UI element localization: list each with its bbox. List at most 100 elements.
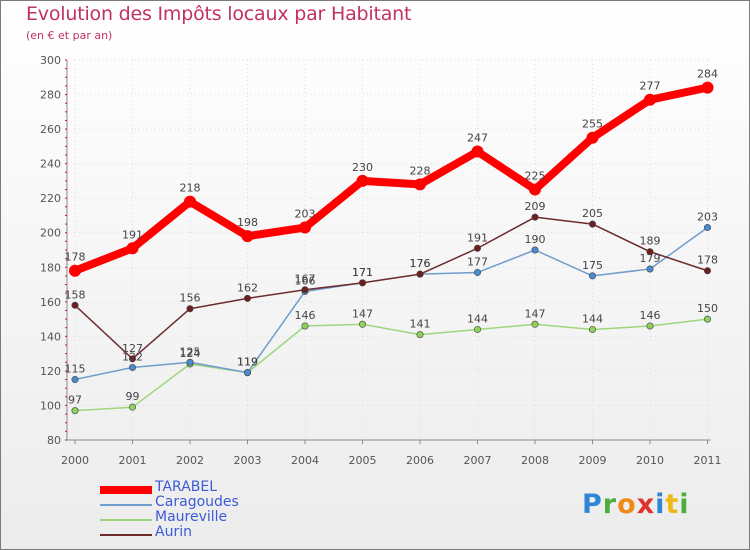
- data-label-aurin: 178: [697, 254, 718, 267]
- data-label-aurin: 191: [467, 231, 488, 244]
- x-tick-label: 2007: [464, 454, 492, 467]
- data-label-aurin: 209: [525, 200, 546, 213]
- y-tick-label: 80: [47, 434, 61, 447]
- series-line-tarabel: [71, 83, 712, 275]
- data-point-tarabel: [414, 178, 426, 191]
- data-label-maureville: 147: [525, 307, 546, 320]
- legend-swatch: [100, 519, 152, 521]
- data-point-caragoudes: [588, 272, 596, 280]
- data-label-caragoudes: 171: [352, 266, 373, 279]
- data-point-maureville: [646, 322, 654, 330]
- x-tick-label: 2005: [349, 454, 377, 467]
- data-point-maureville: [71, 407, 79, 415]
- legend-label: Caragoudes: [155, 494, 239, 510]
- data-point-aurin: [301, 286, 309, 294]
- data-point-aurin: [71, 301, 79, 309]
- data-label-tarabel: 198: [237, 216, 258, 229]
- data-point-tarabel: [126, 242, 139, 255]
- y-tick-label: 100: [40, 399, 61, 412]
- data-point-maureville: [531, 320, 539, 328]
- chart-title: Evolution des Impôts locaux par Habitant: [26, 3, 412, 25]
- data-point-aurin: [473, 244, 481, 252]
- data-label-caragoudes: 122: [122, 350, 143, 363]
- logo-letter: o: [617, 489, 637, 520]
- data-point-aurin: [358, 279, 366, 287]
- data-label-maureville: 124: [180, 347, 201, 360]
- data-point-caragoudes: [71, 376, 79, 384]
- data-label-tarabel: 203: [295, 208, 316, 221]
- data-point-tarabel: [356, 174, 369, 187]
- data-label-aurin: 156: [180, 292, 201, 305]
- data-point-aurin: [244, 294, 252, 302]
- data-label-aurin: 167: [295, 273, 316, 286]
- data-label-caragoudes: 177: [467, 255, 488, 268]
- x-tick-label: 2001: [119, 454, 147, 467]
- y-tick-label: 120: [40, 365, 61, 378]
- data-point-aurin: [588, 220, 596, 228]
- data-point-maureville: [416, 331, 424, 339]
- data-label-maureville: 144: [582, 312, 603, 325]
- data-label-maureville: 147: [352, 307, 373, 320]
- x-tick-label: 2004: [291, 454, 319, 467]
- data-point-caragoudes: [473, 268, 481, 276]
- y-tick-label: 260: [40, 123, 61, 136]
- data-point-aurin: [186, 305, 194, 313]
- data-label-caragoudes: 176: [410, 257, 431, 270]
- proxiti-logo: Proxiti: [582, 489, 690, 520]
- x-tick-label: 2002: [176, 454, 204, 467]
- data-label-maureville: 146: [295, 309, 316, 322]
- x-tick-label: 2010: [636, 454, 664, 467]
- data-point-tarabel: [701, 81, 714, 94]
- data-label-tarabel: 277: [640, 80, 661, 93]
- y-tick-label: 140: [40, 330, 61, 343]
- data-label-maureville: 97: [68, 394, 82, 407]
- data-label-tarabel: 230: [352, 161, 373, 174]
- data-label-maureville: 119: [237, 356, 258, 369]
- y-tick-label: 240: [40, 158, 61, 171]
- legend-label: Aurin: [155, 524, 192, 540]
- y-tick-label: 280: [40, 89, 61, 102]
- data-label-tarabel: 178: [65, 251, 86, 264]
- x-tick-label: 2006: [406, 454, 434, 467]
- legend-swatch: [100, 504, 152, 506]
- x-tick-label: 2003: [234, 454, 262, 467]
- legend-label: TARABEL: [155, 479, 218, 495]
- series-line-maureville: [74, 318, 709, 412]
- data-label-aurin: 176: [410, 257, 431, 270]
- data-point-aurin: [416, 270, 424, 278]
- data-point-tarabel: [241, 230, 254, 243]
- data-label-tarabel: 228: [410, 164, 431, 177]
- data-point-tarabel: [644, 93, 656, 106]
- x-tick-label: 2008: [521, 454, 549, 467]
- data-point-tarabel: [529, 183, 541, 196]
- legend-swatch: [100, 486, 152, 494]
- x-tick-label: 2000: [61, 454, 89, 467]
- data-point-maureville: [703, 315, 711, 323]
- data-label-aurin: 158: [65, 288, 86, 301]
- data-label-aurin: 162: [237, 281, 258, 294]
- data-label-maureville: 146: [640, 309, 661, 322]
- legend-label: Maureville: [155, 509, 228, 525]
- data-label-aurin: 189: [640, 235, 661, 248]
- data-label-caragoudes: 203: [697, 211, 718, 224]
- data-point-maureville: [301, 322, 309, 330]
- series-line-caragoudes: [74, 226, 709, 381]
- data-point-tarabel: [184, 195, 196, 208]
- y-tick-label: 200: [40, 227, 61, 240]
- legend-swatch: [100, 534, 152, 536]
- data-point-tarabel: [299, 221, 311, 234]
- data-label-caragoudes: 179: [640, 252, 661, 265]
- data-label-tarabel: 191: [122, 228, 143, 241]
- data-point-caragoudes: [703, 224, 711, 232]
- x-tick-label: 2011: [694, 454, 722, 467]
- data-label-tarabel: 284: [697, 68, 718, 81]
- data-label-tarabel: 255: [582, 118, 603, 131]
- data-point-maureville: [588, 325, 596, 333]
- data-point-caragoudes: [244, 369, 252, 377]
- data-point-tarabel: [586, 131, 599, 144]
- data-label-maureville: 99: [126, 390, 140, 403]
- data-point-caragoudes: [531, 246, 539, 254]
- data-label-caragoudes: 190: [525, 233, 546, 246]
